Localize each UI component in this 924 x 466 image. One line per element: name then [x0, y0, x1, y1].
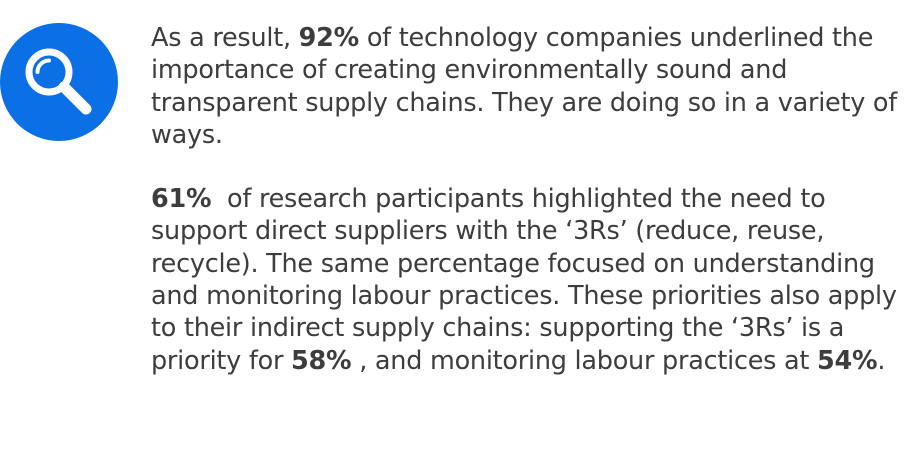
stat-54-percent: 54%: [817, 345, 878, 376]
p1-text-before: As a result,: [151, 23, 299, 53]
icon-background: [0, 23, 118, 141]
lens-glint: [35, 58, 51, 74]
p2-text-2: , and monitoring labour practices at: [351, 345, 818, 376]
paragraph-1: As a result, 92% of technology companies…: [151, 22, 921, 151]
p2-text-3: .: [877, 345, 886, 376]
p2-text-1: of research participants highlighted the…: [151, 184, 905, 376]
stat-61-percent: 61%: [151, 184, 212, 215]
lens-ring: [25, 48, 73, 96]
magnifying-glass-icon-graphic: [0, 23, 118, 141]
body-text: As a result, 92% of technology companies…: [151, 22, 921, 377]
paragraph-2: 61% of research participants highlighted…: [151, 183, 921, 377]
p1-text-after: of technology companies underlined the i…: [151, 23, 898, 150]
stat-58-percent: 58%: [291, 345, 352, 376]
magnifying-glass-icon: [0, 23, 118, 141]
stat-92-percent: 92%: [298, 23, 360, 53]
handle: [58, 81, 92, 115]
